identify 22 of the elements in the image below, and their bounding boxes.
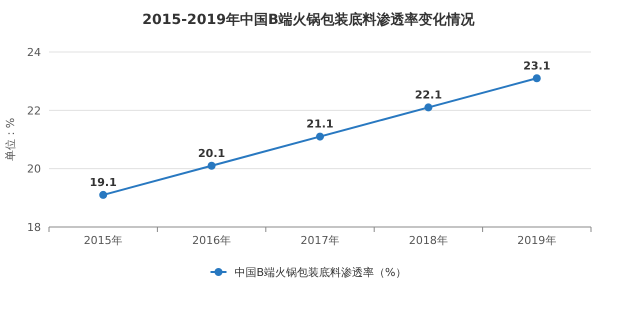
y-axis-title: 单位：% (4, 118, 17, 162)
y-tick-label: 24 (27, 46, 41, 59)
point (532, 74, 541, 82)
x-tick-label: 2019年 (517, 234, 556, 247)
x-tick-label: 2018年 (408, 234, 448, 247)
y-tick-label: 20 (27, 162, 41, 176)
legend-label: 中国B端火锅包装底料渗透率（%） (234, 266, 406, 279)
y-tick-label: 18 (27, 221, 41, 234)
data-label: 22.1 (414, 88, 442, 102)
x-tick-label: 2016年 (192, 234, 232, 247)
x-tick-label: 2017年 (300, 234, 340, 247)
y-tick-label: 22 (27, 104, 41, 118)
data-label: 20.1 (198, 146, 226, 160)
data-label: 21.1 (306, 118, 334, 131)
x-tick-label: 2015年 (84, 234, 123, 247)
chart-title: 2015-2019年中国B端火锅包装底料渗透率变化情况 (142, 11, 476, 28)
point (316, 132, 324, 141)
data-label: 19.1 (90, 176, 117, 189)
point (208, 162, 216, 170)
point (99, 190, 108, 199)
point (424, 103, 432, 112)
data-label: 23.1 (523, 59, 550, 72)
